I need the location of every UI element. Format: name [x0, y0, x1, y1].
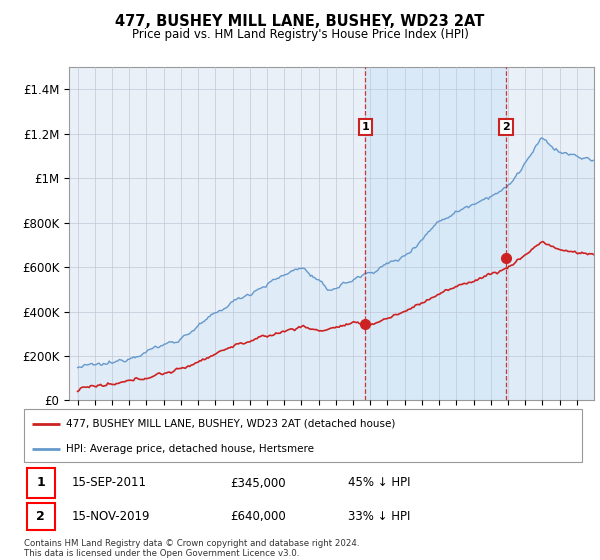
- Text: 477, BUSHEY MILL LANE, BUSHEY, WD23 2AT (detached house): 477, BUSHEY MILL LANE, BUSHEY, WD23 2AT …: [66, 419, 395, 429]
- FancyBboxPatch shape: [24, 409, 582, 462]
- Text: 477, BUSHEY MILL LANE, BUSHEY, WD23 2AT: 477, BUSHEY MILL LANE, BUSHEY, WD23 2AT: [115, 14, 485, 29]
- Text: 2: 2: [502, 122, 510, 132]
- FancyBboxPatch shape: [27, 468, 55, 498]
- Text: 33% ↓ HPI: 33% ↓ HPI: [347, 510, 410, 523]
- Text: 2: 2: [37, 510, 45, 523]
- Text: 45% ↓ HPI: 45% ↓ HPI: [347, 477, 410, 489]
- Text: 1: 1: [361, 122, 369, 132]
- Text: Contains HM Land Registry data © Crown copyright and database right 2024.
This d: Contains HM Land Registry data © Crown c…: [24, 539, 359, 558]
- Text: Price paid vs. HM Land Registry's House Price Index (HPI): Price paid vs. HM Land Registry's House …: [131, 28, 469, 41]
- Text: 15-NOV-2019: 15-NOV-2019: [71, 510, 150, 523]
- Text: 1: 1: [37, 477, 45, 489]
- Text: 15-SEP-2011: 15-SEP-2011: [71, 477, 146, 489]
- Text: HPI: Average price, detached house, Hertsmere: HPI: Average price, detached house, Hert…: [66, 444, 314, 454]
- Text: £345,000: £345,000: [230, 477, 286, 489]
- FancyBboxPatch shape: [27, 503, 55, 530]
- Bar: [365, 67, 506, 400]
- Text: £640,000: £640,000: [230, 510, 286, 523]
